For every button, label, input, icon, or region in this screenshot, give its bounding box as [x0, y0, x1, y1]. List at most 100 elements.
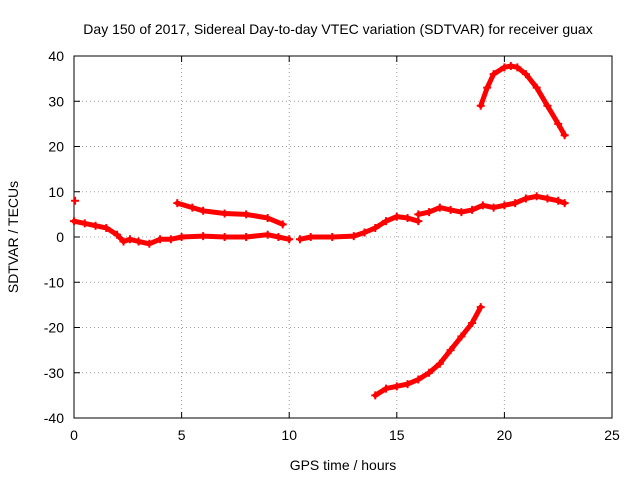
data-point [91, 221, 100, 230]
data-point [414, 217, 423, 226]
series-arc-10-15h [295, 212, 423, 244]
data-point [543, 101, 552, 110]
data-point [371, 223, 380, 232]
x-tick-label: 25 [604, 427, 620, 443]
ticks-layer: 0 5 10 15 20 25 -40 -30 -20 -10 0 10 20 30 40 [44, 48, 620, 443]
x-tick-label: 10 [281, 427, 297, 443]
data-point [435, 203, 444, 212]
data-point [360, 228, 369, 237]
data-point [263, 213, 272, 222]
series-line [297, 214, 421, 242]
data-point [134, 237, 143, 246]
data-point [476, 101, 485, 110]
data-point [113, 230, 122, 239]
data-point [349, 232, 358, 241]
data-point [199, 232, 208, 241]
data-point [532, 192, 541, 201]
data-point [554, 196, 563, 205]
data-point [371, 391, 380, 400]
y-tick-label: 30 [48, 93, 64, 109]
y-tick-label: -40 [44, 410, 64, 426]
data-point [468, 205, 477, 214]
data-point [513, 63, 522, 72]
series-layer [70, 61, 569, 400]
data-point [446, 346, 455, 355]
data-point [278, 220, 287, 229]
chart-title: Day 150 of 2017, Sidereal Day-to-day VTE… [83, 21, 592, 37]
data-point [382, 384, 391, 393]
data-point [382, 217, 391, 226]
x-tick-label: 5 [178, 427, 186, 443]
series-line [372, 304, 484, 398]
data-point [173, 199, 182, 208]
data-point [446, 205, 455, 214]
data-point [188, 203, 197, 212]
data-point [543, 194, 552, 203]
data-point [242, 233, 251, 241]
data-point [306, 233, 315, 241]
data-point [242, 210, 251, 219]
data-point [560, 199, 569, 208]
data-point [489, 70, 498, 79]
data-point [285, 235, 294, 244]
data-point [554, 119, 563, 128]
data-point [425, 368, 434, 377]
data-point [70, 217, 78, 226]
data-point [468, 318, 477, 327]
data-point [478, 201, 487, 210]
y-tick-label: 40 [48, 48, 64, 64]
data-point [71, 196, 80, 205]
data-point [403, 380, 412, 389]
y-tick-label: 20 [48, 139, 64, 155]
y-tick-label: -20 [44, 320, 64, 336]
data-point [435, 359, 444, 368]
series-arc-14-19h-negative [371, 303, 485, 400]
data-point [125, 235, 134, 244]
series-arc-main-0-10h [70, 217, 294, 248]
data-point [511, 199, 520, 208]
x-tick-label: 15 [389, 427, 405, 443]
data-point [102, 223, 111, 232]
data-point [506, 61, 515, 70]
y-tick-label: -10 [44, 274, 64, 290]
y-tick-label: 0 [56, 229, 64, 245]
data-point [119, 237, 128, 246]
data-point [220, 233, 229, 241]
data-point [521, 194, 530, 203]
data-point [220, 209, 229, 218]
data-point [274, 233, 283, 241]
data-point [392, 212, 401, 221]
data-point [414, 210, 423, 219]
data-point [80, 219, 89, 228]
data-point [392, 382, 401, 391]
data-point [403, 213, 412, 222]
y-tick-label: -30 [44, 365, 64, 381]
data-point [532, 83, 541, 92]
series-arc-5-10h-upper [173, 199, 287, 229]
data-point [560, 131, 569, 140]
series-arc-16-23h [414, 192, 569, 219]
data-point [156, 235, 165, 244]
data-point [425, 208, 434, 217]
data-point [177, 233, 186, 241]
x-tick-label: 20 [497, 427, 513, 443]
data-point [199, 206, 208, 215]
data-point [521, 70, 530, 79]
data-point [263, 230, 272, 239]
x-tick-label: 0 [70, 427, 78, 443]
data-point [328, 233, 337, 241]
data-point [500, 201, 509, 210]
data-point [476, 303, 485, 312]
series-arc-19-23h-peak [476, 61, 569, 140]
data-point [500, 63, 509, 72]
data-point [457, 208, 466, 217]
data-point [483, 83, 492, 92]
data-point [166, 235, 175, 244]
data-point [489, 203, 498, 212]
data-point [145, 239, 154, 248]
x-axis-label: GPS time / hours [290, 457, 397, 473]
data-point [414, 375, 423, 384]
y-axis-label: SDTVAR / TECUs [5, 181, 21, 293]
y-tick-label: 10 [48, 184, 64, 200]
